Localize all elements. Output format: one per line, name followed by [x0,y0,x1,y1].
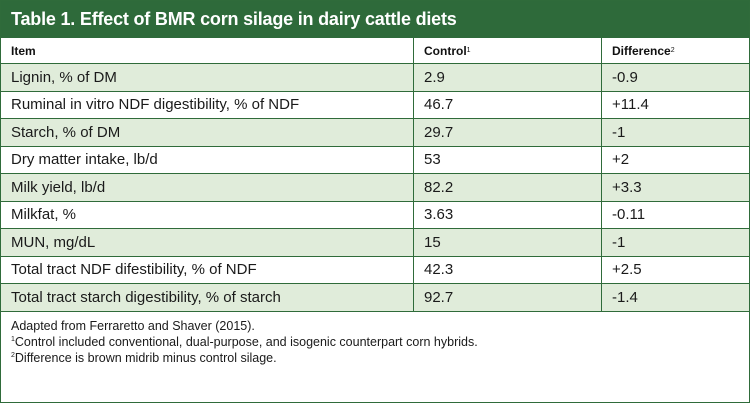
header-item: Item [1,38,414,63]
footnote-2-text: Difference is brown midrib minus control… [14,350,277,365]
cell-item: Ruminal in vitro NDF digestibility, % of… [1,91,414,118]
cell-difference: +3.3 [612,178,642,196]
table-row: Ruminal in vitro NDF digestibility, % of… [1,91,749,119]
cell-difference: +2.5 [612,261,642,279]
cell-control: 82.2 [414,174,602,201]
cell-item: MUN, mg/dL [1,229,414,256]
header-control: Control 1 [414,38,602,63]
cell-difference: +11.4 [612,96,649,114]
footnote-1: 1Control included conventional, dual-pur… [11,334,739,350]
table-title: Table 1. Effect of BMR corn silage in da… [1,1,749,38]
cell-control: 2.9 [414,64,602,91]
table-row: Total tract starch digestibility, % of s… [1,284,749,312]
table-footnotes: Adapted from Ferraretto and Shaver (2015… [1,312,749,366]
cell-item: Total tract starch digestibility, % of s… [1,284,414,311]
table-row: Lignin, % of DM 2.9 -0.9 [1,64,749,92]
header-item-label: Item [11,43,36,58]
table-row: Starch, % of DM 29.7 -1 [1,119,749,147]
table-row: Dry matter intake, lb/d 53 +2 [1,146,749,174]
cell-control: 46.7 [414,91,602,118]
table-row: Total tract NDF difestibility, % of NDF … [1,256,749,284]
cell-control: 29.7 [414,119,602,146]
footnote-2-mark: 2 [11,351,15,359]
cell-item: Total tract NDF difestibility, % of NDF [1,256,414,283]
cell-difference: -1 [612,123,626,141]
header-control-label: Control [424,43,467,58]
footnote-1-text: Control included conventional, dual-purp… [14,334,478,349]
cell-control: 92.7 [414,284,602,311]
cell-item: Lignin, % of DM [1,64,414,91]
cell-control: 15 [414,229,602,256]
cell-item: Milkfat, % [1,201,414,228]
table-row: Milkfat, % 3.63 -0.11 [1,201,749,229]
cell-control: 3.63 [414,201,602,228]
table-header-row: Item Control 1 Difference 2 [1,38,749,64]
header-difference-label: Difference [612,43,671,58]
footnote-2: 2Difference is brown midrib minus contro… [11,350,739,366]
cell-difference: -0.11 [612,206,646,224]
cell-difference: -1.4 [612,288,638,306]
header-difference: Difference 2 [612,43,675,58]
footnote-source: Adapted from Ferraretto and Shaver (2015… [11,318,255,333]
cell-item: Starch, % of DM [1,119,414,146]
cell-difference: -1 [612,233,626,251]
footnote-1-mark: 1 [11,335,15,343]
table-row: Milk yield, lb/d 82.2 +3.3 [1,174,749,202]
cell-difference: +2 [612,151,630,169]
cell-control: 53 [414,146,602,173]
cell-control: 42.3 [414,256,602,283]
cell-item: Dry matter intake, lb/d [1,146,414,173]
cell-difference: -0.9 [612,68,638,86]
cell-item: Milk yield, lb/d [1,174,414,201]
table-row: MUN, mg/dL 15 -1 [1,229,749,257]
